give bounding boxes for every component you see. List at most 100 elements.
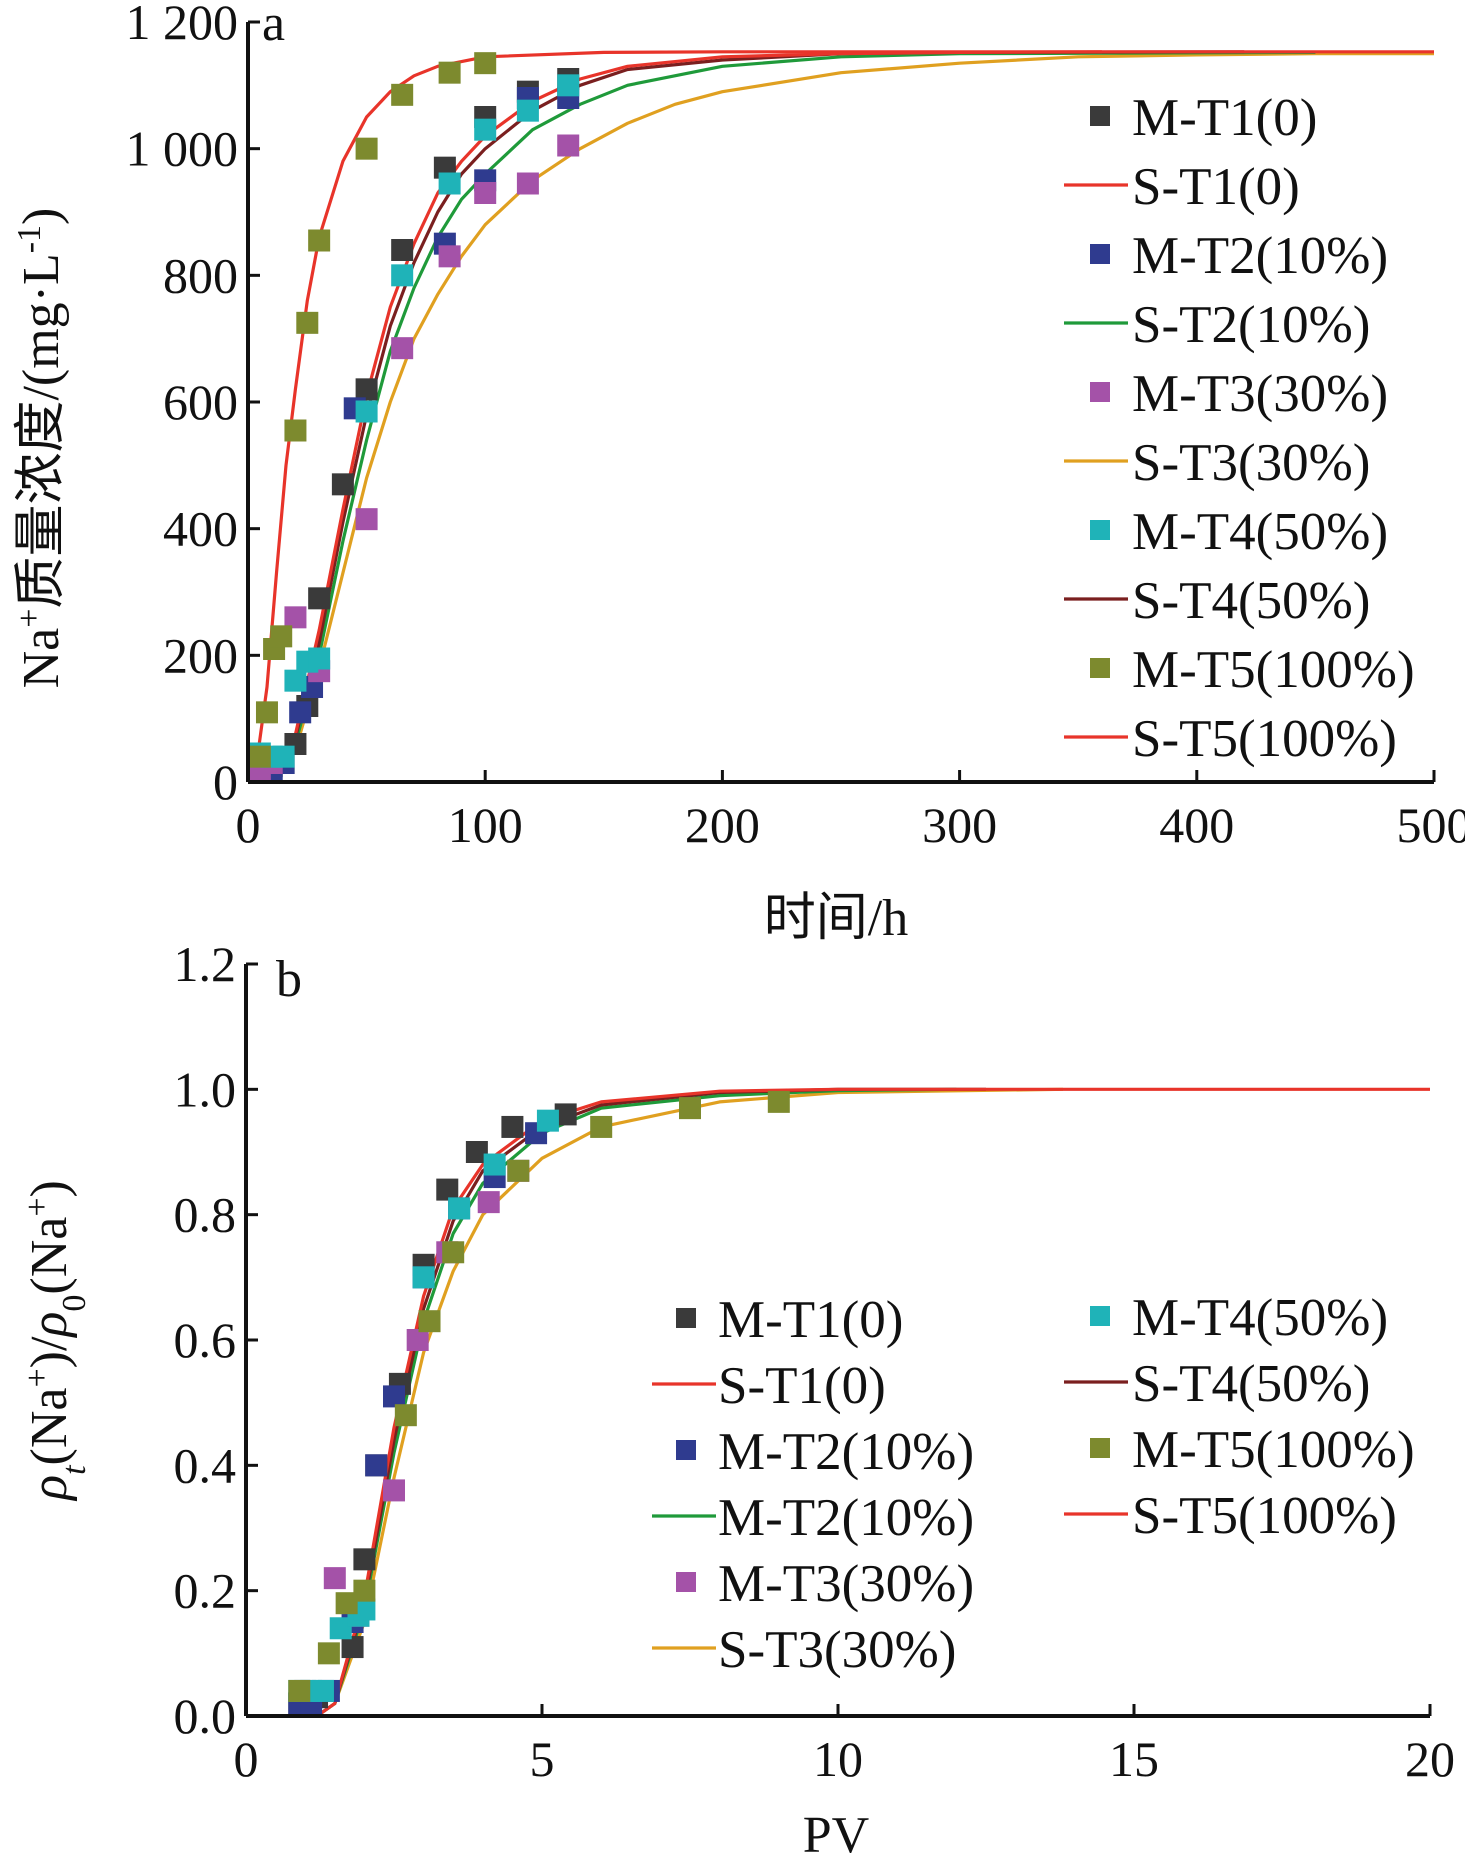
legend-entry: M-T3(30%) — [676, 1555, 974, 1613]
data-point — [353, 1548, 376, 1571]
y-tick-label: 0.2 — [174, 1563, 237, 1619]
legend-marker — [676, 1308, 696, 1328]
data-point — [501, 1115, 524, 1138]
legend-entry: M-T3(30%) — [1090, 365, 1388, 423]
data-point — [355, 378, 378, 401]
data-point — [767, 1090, 790, 1113]
legend-label: S-T3(30%) — [718, 1621, 956, 1679]
legend-entry: M-T2(10%) — [1090, 227, 1388, 285]
chart-b-x-label: PV — [803, 1807, 869, 1864]
data-point — [679, 1097, 701, 1120]
legend-label: S-T4(50%) — [1132, 1355, 1370, 1413]
x-tick-label: 20 — [1405, 1731, 1455, 1787]
legend-label: M-T2(10%) — [718, 1423, 974, 1481]
data-point — [270, 625, 293, 648]
legend-label: S-T1(0) — [1132, 158, 1300, 216]
data-point — [341, 1636, 364, 1659]
data-point — [418, 1310, 441, 1333]
data-point — [474, 118, 497, 141]
data-point — [311, 1679, 334, 1702]
legend-entry: S-T2(10%) — [1064, 296, 1370, 354]
legend-label: S-T1(0) — [718, 1357, 886, 1415]
data-point — [288, 1679, 311, 1702]
legend-label: S-T2(10%) — [1132, 296, 1370, 354]
data-point — [474, 52, 497, 75]
legend-entry: S-T4(50%) — [1064, 572, 1370, 630]
legend-entry: S-T5(100%) — [1064, 710, 1397, 768]
data-point — [554, 1103, 577, 1126]
data-point — [474, 182, 497, 204]
data-point — [317, 1642, 340, 1665]
legend-entry: M-T5(100%) — [1090, 641, 1415, 699]
x-tick-label: 100 — [448, 797, 523, 853]
legend-marker — [1090, 1306, 1110, 1326]
data-point — [438, 245, 461, 268]
legend-label: S-T5(100%) — [1132, 710, 1397, 768]
legend-label: M-T1(0) — [1132, 89, 1317, 147]
chart-b-marks — [288, 1087, 1430, 1718]
data-point — [353, 1579, 376, 1602]
data-point — [557, 74, 580, 97]
data-point — [516, 99, 539, 122]
data-point — [383, 1479, 405, 1502]
legend-label: S-T3(30%) — [1132, 434, 1370, 492]
data-point — [507, 1159, 530, 1182]
y-tick-label: 0.0 — [174, 1688, 237, 1744]
legend-entry: M-T4(50%) — [1090, 1289, 1388, 1347]
legend-entry: S-T5(100%) — [1064, 1487, 1397, 1545]
data-point — [406, 1329, 429, 1351]
data-point — [391, 337, 414, 360]
chart-b-panel-label: b — [276, 951, 302, 1008]
x-tick-label: 15 — [1109, 1731, 1159, 1787]
chart-a-panel-label: a — [262, 0, 285, 52]
legend-marker — [1090, 658, 1110, 678]
data-point — [308, 587, 331, 610]
data-point — [329, 1617, 352, 1640]
data-point — [355, 400, 378, 423]
x-tick-label: 500 — [1397, 797, 1465, 853]
legend-label: M-T3(30%) — [1132, 365, 1388, 423]
legend-label: M-T1(0) — [718, 1291, 903, 1349]
data-point — [391, 264, 414, 287]
x-tick-label: 300 — [922, 797, 997, 853]
legend-entry: S-T3(30%) — [652, 1621, 956, 1679]
x-tick-label: 400 — [1159, 797, 1234, 853]
data-point — [248, 745, 271, 768]
chart-b-legend: M-T1(0) S-T1(0) M-T2(10%) M-T2(10%) M-T3(30%… — [652, 1289, 1415, 1679]
data-point — [296, 311, 319, 334]
y-tick-label: 1.2 — [174, 936, 237, 992]
legend-entry: M-T1(0) — [1090, 89, 1317, 147]
data-point — [308, 229, 331, 252]
legend-marker — [1090, 1438, 1110, 1458]
data-point — [284, 606, 307, 629]
data-point — [255, 701, 278, 724]
legend-marker — [1090, 520, 1110, 540]
legend-label: M-T4(50%) — [1132, 503, 1388, 561]
data-point — [477, 1191, 500, 1214]
legend-label: M-T2(10%) — [1132, 227, 1388, 285]
x-tick-label: 0 — [236, 797, 261, 853]
x-tick-label: 200 — [685, 797, 760, 853]
data-point — [331, 473, 354, 496]
data-point — [438, 61, 461, 84]
legend-marker — [676, 1572, 696, 1592]
data-point — [516, 172, 539, 195]
series-line — [248, 52, 1434, 784]
data-point — [442, 1241, 465, 1264]
legend-marker — [1090, 382, 1110, 402]
legend-entry: S-T1(0) — [652, 1357, 886, 1415]
series-line — [316, 1087, 1064, 1718]
y-tick-label: 400 — [163, 501, 238, 557]
y-tick-label: 0.4 — [174, 1437, 237, 1493]
data-point — [394, 1404, 417, 1427]
data-point — [391, 83, 414, 106]
y-tick-label: 200 — [163, 627, 238, 683]
y-tick-label: 0.6 — [174, 1312, 237, 1368]
legend-entry: M-T4(50%) — [1090, 503, 1388, 561]
legend-entry: M-T2(10%) — [652, 1489, 974, 1547]
data-point — [289, 701, 312, 724]
chart-b-ticks: 0 5 10 15 20 0.0 0.2 0.4 0.6 0.8 1.0 1.2 — [174, 936, 1456, 1787]
chart-panel-b: 0 5 10 15 20 0.0 0.2 0.4 0.6 0.8 1.0 1.2 b PV ρt(Na… — [19, 936, 1456, 1864]
data-point — [308, 647, 331, 670]
data-point — [323, 1567, 346, 1590]
